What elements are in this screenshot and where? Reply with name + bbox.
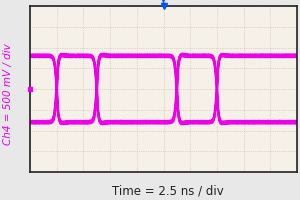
Text: Ch4 = 500 mV / div: Ch4 = 500 mV / div — [3, 43, 13, 145]
Text: Time = 2.5 ns / div: Time = 2.5 ns / div — [112, 185, 224, 198]
